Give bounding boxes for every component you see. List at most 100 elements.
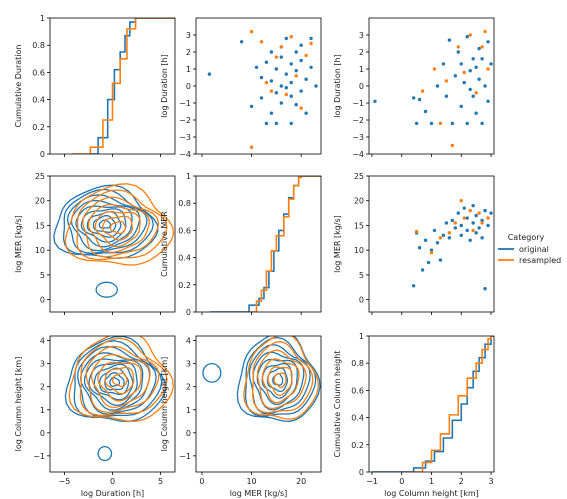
kde-contour-resampled bbox=[261, 358, 300, 404]
panel-p20: −5 0 5 −1 0 1 2 3 4 log Column height [km] log Dur… bbox=[14, 335, 176, 498]
y-tick-label: 10 bbox=[354, 246, 364, 255]
scatter-point-original bbox=[299, 89, 303, 93]
kde-contour-original bbox=[86, 211, 122, 238]
axes-frame bbox=[368, 17, 495, 155]
scatter-point-original bbox=[420, 268, 425, 272]
y-tick-label: −1 bbox=[352, 99, 364, 108]
axes-frame bbox=[195, 17, 322, 155]
y-tick-label: 0.8 bbox=[178, 199, 191, 208]
scatter-point-original bbox=[429, 121, 434, 126]
scatter-point-original bbox=[289, 62, 293, 66]
y-tick-label: 4 bbox=[186, 337, 191, 346]
y-tick-label: 0.4 bbox=[32, 96, 45, 105]
kde-contour-resampled bbox=[267, 366, 293, 397]
scatter-point-original bbox=[486, 223, 490, 228]
scatter-point-original bbox=[456, 211, 460, 215]
kde-contour-original bbox=[64, 336, 167, 423]
y-tick-label: 1 bbox=[186, 65, 191, 74]
scatter-point-original bbox=[465, 121, 469, 126]
kde-contour-resampled bbox=[104, 366, 135, 395]
scatter-point-resampled bbox=[249, 29, 254, 34]
y-tick-label: 0.2 bbox=[178, 281, 191, 290]
x-axis-label: log MER [kg/s] bbox=[230, 489, 288, 498]
y-tick-label: 3 bbox=[359, 31, 364, 40]
kde-contour-original bbox=[97, 445, 113, 462]
y-tick-label: 5 bbox=[359, 271, 364, 280]
y-axis-label: log Duration [h] bbox=[160, 54, 169, 117]
scatter-point-original bbox=[274, 121, 279, 126]
y-tick-label: 2 bbox=[186, 383, 191, 392]
plot-area bbox=[209, 176, 321, 312]
kde-contour-original bbox=[236, 336, 321, 422]
kde-contour-resampled bbox=[256, 349, 307, 410]
scatter-point-resampled bbox=[299, 106, 303, 110]
y-tick-label: 1 bbox=[359, 65, 364, 74]
scatter-point-original bbox=[264, 60, 269, 64]
y-tick-label: 3 bbox=[186, 31, 191, 40]
kde-contour-resampled bbox=[68, 336, 174, 422]
kde-contour-resampled bbox=[64, 183, 175, 266]
y-tick-label: 1 bbox=[359, 332, 364, 341]
kde-contour-resampled bbox=[85, 345, 160, 414]
scatter-point-resampled bbox=[294, 74, 298, 78]
scatter-point-resampled bbox=[438, 121, 443, 126]
scatter-point-original bbox=[289, 94, 293, 98]
kde-contour-resampled bbox=[87, 203, 150, 254]
scatter-point-original bbox=[429, 248, 434, 252]
scatter-point-original bbox=[471, 57, 475, 61]
scatter-point-original bbox=[289, 121, 293, 126]
y-tick-label: 0.2 bbox=[32, 123, 45, 132]
scatter-point-original bbox=[411, 96, 416, 100]
scatter-point-original bbox=[465, 35, 469, 39]
y-tick-label: 25 bbox=[35, 172, 45, 181]
y-tick-label: 0 bbox=[40, 150, 45, 159]
scatter-point-original bbox=[483, 84, 487, 88]
kde-contour-original bbox=[62, 188, 154, 256]
scatter-point-original bbox=[444, 94, 449, 98]
y-tick-label: −1 bbox=[179, 452, 191, 461]
y-tick-label: 10 bbox=[35, 246, 45, 255]
kde-contour-resampled bbox=[101, 215, 133, 241]
y-axis-label: Cumulative MER bbox=[160, 211, 169, 277]
kde-contour-original bbox=[70, 199, 141, 252]
kde-contour-original bbox=[88, 361, 138, 406]
scatter-point-original bbox=[441, 62, 446, 66]
kde-contour-original bbox=[98, 219, 112, 229]
kde-contour-resampled bbox=[252, 340, 314, 414]
scatter-point-original bbox=[459, 104, 463, 109]
y-tick-label: 0.8 bbox=[32, 41, 45, 50]
scatter-point-resampled bbox=[259, 40, 264, 44]
scatter-point-original bbox=[459, 223, 463, 228]
scatter-point-resampled bbox=[304, 53, 308, 58]
scatter-point-original bbox=[264, 121, 269, 126]
scatter-point-original bbox=[309, 36, 313, 41]
x-tick-label: −1 bbox=[366, 477, 378, 486]
y-tick-label: 0 bbox=[186, 308, 191, 317]
kde-contour-original bbox=[77, 345, 157, 418]
scatter-point-resampled bbox=[284, 92, 288, 97]
y-tick-label: 2 bbox=[186, 48, 191, 57]
scatter-point-original bbox=[269, 111, 274, 115]
scatter-point-original bbox=[294, 103, 298, 107]
scatter-point-original bbox=[254, 65, 259, 70]
scatter-point-original bbox=[441, 233, 446, 238]
scatter-point-original bbox=[432, 228, 437, 233]
scatter-point-resampled bbox=[468, 208, 472, 213]
y-axis-label: log Duration [h] bbox=[333, 54, 342, 117]
scatter-point-original bbox=[450, 218, 455, 223]
scatter-point-original bbox=[468, 238, 472, 242]
scatter-point-original bbox=[373, 99, 377, 104]
y-axis-label: Cumulative Duration bbox=[14, 45, 23, 128]
scatter-point-resampled bbox=[477, 211, 481, 215]
x-tick-label: 0 bbox=[199, 477, 204, 486]
scatter-point-resampled bbox=[444, 79, 449, 83]
scatter-point-original bbox=[299, 43, 303, 47]
scatter-point-original bbox=[294, 50, 298, 54]
scatter-point-original bbox=[486, 40, 490, 44]
scatter-point-original bbox=[471, 203, 475, 208]
scatter-point-original bbox=[453, 74, 458, 78]
scatter-point-original bbox=[486, 99, 490, 104]
x-tick-label: 1 bbox=[429, 477, 434, 486]
scatter-point-original bbox=[444, 221, 449, 225]
panel-p00: 0 0.2 0.4 0.6 0.8 1 Cumulative Duration bbox=[14, 14, 176, 159]
